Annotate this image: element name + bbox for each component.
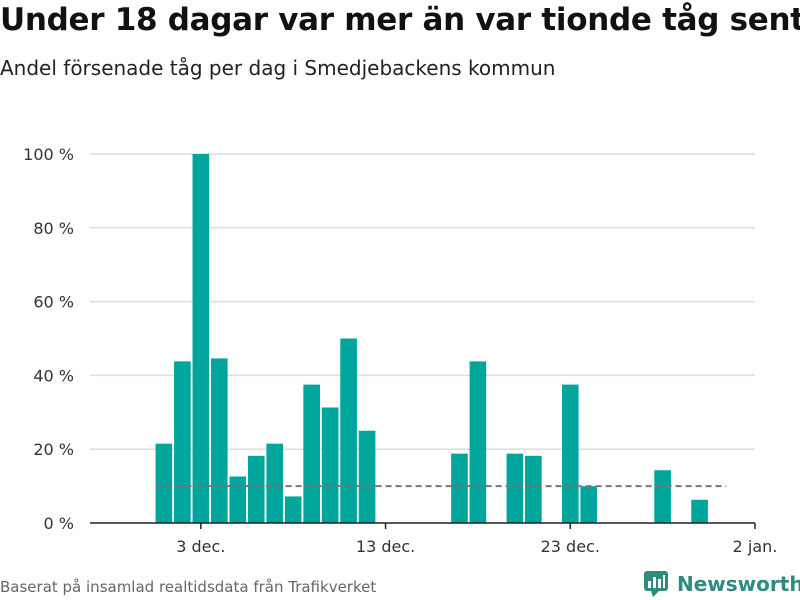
bar [192,154,210,523]
brand-name: Newsworthy [677,572,800,596]
bar [247,455,265,523]
bar [321,407,339,523]
y-tick-label: 40 % [33,366,74,385]
bar [266,443,284,523]
bar [229,476,247,523]
x-tick-label: 3 dec. [176,537,225,556]
bar [506,453,524,523]
bar [284,496,302,523]
bar [525,455,542,523]
source-note: Baserat på insamlad realtidsdata från Tr… [0,578,377,596]
bar [155,443,173,523]
bar [654,470,671,523]
bar [561,384,579,523]
chart-title: Under 18 dagar var mer än var tionde tåg… [0,2,800,38]
bar [691,499,708,523]
chart-subtitle: Andel försenade tåg per dag i Smedjeback… [0,56,556,80]
bar [174,361,191,523]
y-tick-label: 0 % [44,514,74,533]
bar [580,486,598,523]
bar-chart: 0 % 20 % 40 % 60 % 80 % 100 % 3 dec. 13 dec. 23 … [23,145,778,556]
newsworthy-logo-icon [644,571,668,597]
x-tick-label: 23 dec. [541,537,600,556]
y-tick-label: 60 % [33,293,74,312]
x-tick-label: 2 jan. [733,537,778,556]
bar [303,384,320,523]
y-tick-label: 80 % [33,219,74,238]
brand-logo: Newsworthy [643,570,800,598]
bar [210,358,228,523]
y-tick-label: 20 % [33,440,74,459]
bar [451,453,468,523]
y-tick-label: 100 % [23,145,74,164]
bar [469,361,487,523]
x-tick-label: 13 dec. [356,537,415,556]
bar [358,430,376,523]
bar [340,338,357,523]
